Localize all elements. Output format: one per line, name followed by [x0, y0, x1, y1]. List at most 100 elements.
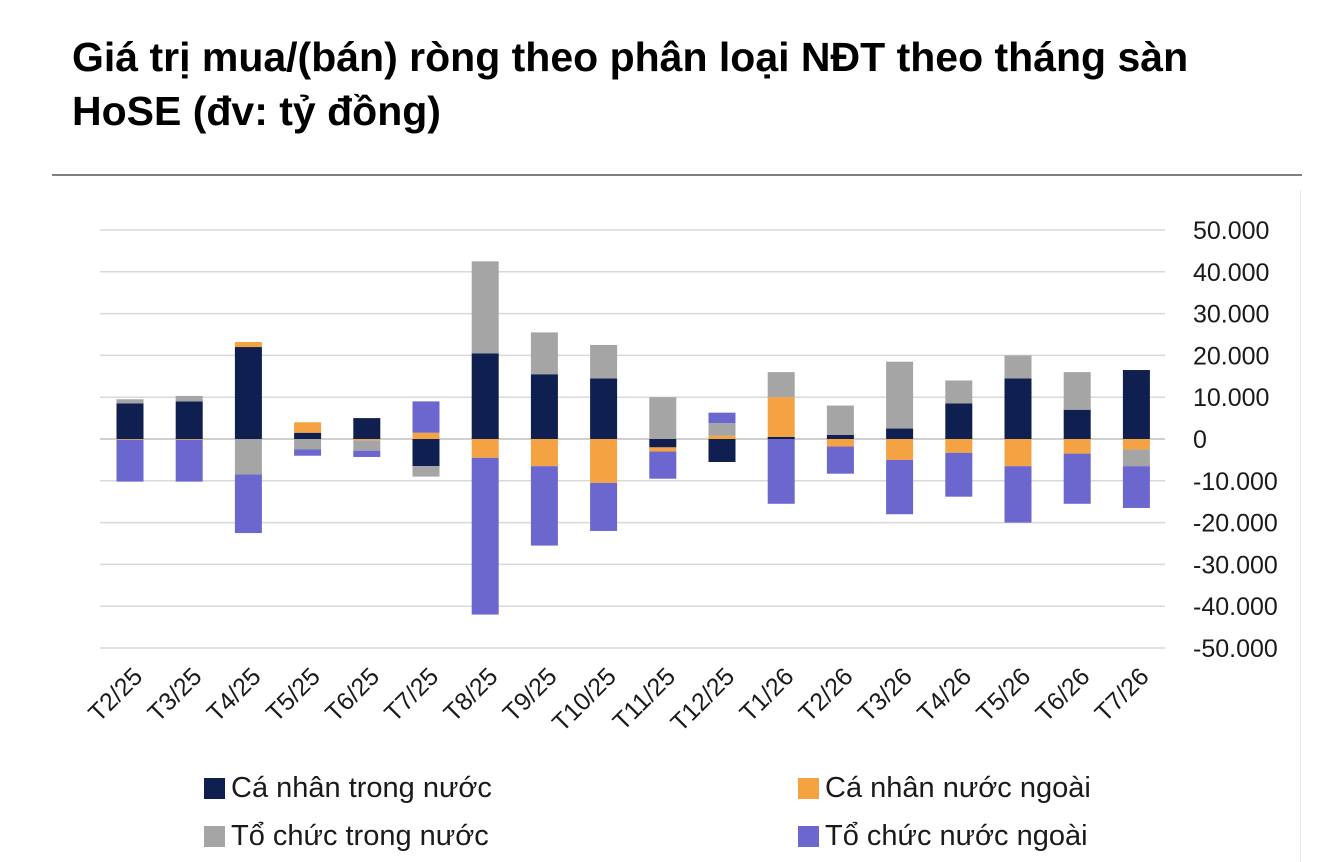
y-tick-label: 30.000 — [1193, 301, 1269, 329]
x-tick-label: T11/25 — [608, 662, 682, 736]
bar-series-3-T4-25 — [234, 474, 262, 534]
title-divider — [52, 174, 1302, 176]
y-tick-label: -10.000 — [1193, 468, 1278, 496]
bar-series-2-T11-25 — [649, 397, 677, 439]
bar-series-1-T5-26 — [1004, 439, 1032, 467]
bar-series-1-T7-25 — [412, 432, 440, 439]
bar-series-1-T12-25 — [708, 435, 736, 439]
bar-series-0-T9-25 — [530, 374, 558, 439]
chart-title: Giá trị mua/(bán) ròng theo phân loại NĐ… — [72, 34, 1189, 134]
legend-item-series-3: Tổ chức nước ngoài — [798, 820, 1088, 853]
bars — [116, 261, 1150, 615]
bar-series-0-T7-25 — [412, 439, 440, 467]
legend-swatch-series-2 — [204, 826, 225, 847]
bar-series-0-T7-26 — [1122, 370, 1150, 439]
x-tick-label: T3/26 — [853, 662, 918, 727]
y-tick-label: 40.000 — [1193, 259, 1269, 287]
x-tick-label: T7/26 — [1090, 662, 1155, 727]
bar-series-0-T5-26 — [1004, 378, 1032, 439]
bar-series-1-T5-25 — [294, 422, 322, 433]
bar-series-1-T4-26 — [945, 439, 973, 453]
legend-item-series-1: Cá nhân nước ngoài — [798, 772, 1091, 805]
bar-series-0-T12-25 — [708, 439, 736, 462]
bar-series-1-T2-26 — [826, 439, 854, 447]
x-tick-label: T1/26 — [734, 662, 799, 727]
bar-series-1-T4-25 — [234, 342, 262, 348]
bar-series-1-T8-25 — [471, 439, 499, 458]
bar-series-2-T6-26 — [1063, 372, 1091, 410]
y-tick-label: -30.000 — [1193, 551, 1278, 579]
legend-label-series-0: Cá nhân trong nước — [231, 772, 492, 804]
x-tick-label: T12/25 — [665, 662, 740, 737]
bar-series-2-T10-25 — [590, 344, 618, 379]
bar-series-0-T3-25 — [175, 401, 203, 439]
legend-label-series-1: Cá nhân nước ngoài — [825, 772, 1091, 804]
bar-series-2-T4-26 — [945, 380, 973, 404]
bar-series-1-T11-25 — [649, 447, 677, 452]
legend-item-series-0: Cá nhân trong nước — [204, 772, 492, 805]
x-tick-label: T2/25 — [83, 662, 148, 727]
bar-series-0-T3-26 — [886, 428, 914, 439]
legend-swatch-series-3 — [798, 826, 819, 847]
y-axis-tick-labels: 50.000 40.000 30.000 20.000 10.000 0 -10.000 -2… — [1193, 217, 1278, 663]
bar-series-3-T2-25 — [116, 439, 144, 482]
x-tick-label: T2/26 — [794, 662, 859, 727]
bar-series-2-T5-26 — [1004, 355, 1032, 379]
bar-series-0-T4-25 — [234, 347, 262, 439]
x-tick-label: T5/25 — [261, 662, 326, 727]
bar-series-2-T6-25 — [353, 440, 381, 451]
bar-series-0-T4-26 — [945, 403, 973, 439]
bar-series-3-T6-25 — [353, 450, 381, 457]
bar-series-1-T1-26 — [767, 397, 795, 437]
bar-series-0-T1-26 — [767, 436, 795, 439]
y-tick-label: 0 — [1193, 426, 1207, 454]
legend-swatch-series-0 — [204, 778, 225, 799]
bar-series-1-T3-26 — [886, 439, 914, 460]
bar-series-1-T9-25 — [530, 439, 558, 467]
bar-series-2-T8-25 — [471, 261, 499, 354]
bar-series-0-T5-25 — [294, 432, 322, 439]
x-tick-label: T10/25 — [547, 662, 622, 737]
bar-series-3-T5-25 — [294, 449, 322, 456]
y-tick-label: -40.000 — [1193, 593, 1278, 621]
bar-series-3-T4-26 — [945, 452, 973, 497]
x-tick-label: T3/25 — [142, 662, 207, 727]
frame-right-rule — [1300, 190, 1301, 862]
bar-series-1-T10-25 — [590, 439, 618, 483]
bar-series-3-T7-25 — [412, 401, 440, 433]
bar-series-3-T2-26 — [826, 446, 854, 474]
bar-series-2-T1-26 — [767, 372, 795, 398]
bar-series-3-T12-25 — [708, 412, 736, 424]
bar-series-3-T1-26 — [767, 439, 795, 504]
bar-series-3-T7-26 — [1122, 466, 1150, 508]
legend-label-series-2: Tổ chức trong nước — [231, 820, 489, 852]
legend-swatch-series-1 — [798, 778, 819, 799]
bar-series-0-T6-25 — [353, 418, 381, 439]
x-tick-label: T8/25 — [438, 662, 503, 727]
bar-series-3-T10-25 — [590, 482, 618, 531]
bar-series-2-T2-25 — [116, 399, 144, 404]
bar-series-2-T7-25 — [412, 466, 440, 477]
bar-series-3-T6-26 — [1063, 453, 1091, 504]
bar-series-1-T7-26 — [1122, 439, 1150, 450]
bar-series-2-T2-26 — [826, 405, 854, 435]
y-tick-label: 20.000 — [1193, 342, 1269, 370]
bar-series-0-T10-25 — [590, 378, 618, 439]
bar-series-0-T2-26 — [826, 434, 854, 439]
x-tick-label: T4/25 — [202, 662, 267, 727]
bar-series-2-T12-25 — [708, 423, 736, 436]
y-tick-label: -20.000 — [1193, 510, 1278, 538]
bar-series-2-T5-25 — [294, 439, 322, 450]
bar-series-0-T8-25 — [471, 353, 499, 439]
bar-series-3-T8-25 — [471, 457, 499, 615]
legend-label-series-3: Tổ chức nước ngoài — [825, 820, 1088, 852]
x-tick-label: T5/26 — [971, 662, 1036, 727]
bar-series-3-T3-25 — [175, 439, 203, 482]
bar-series-1-T3-25 — [175, 439, 203, 440]
bar-series-3-T5-26 — [1004, 466, 1032, 523]
x-tick-label: T7/25 — [379, 662, 444, 727]
bar-series-2-T9-25 — [530, 332, 558, 375]
y-tick-label: -50.000 — [1193, 635, 1278, 663]
bar-series-1-T6-25 — [353, 439, 381, 441]
